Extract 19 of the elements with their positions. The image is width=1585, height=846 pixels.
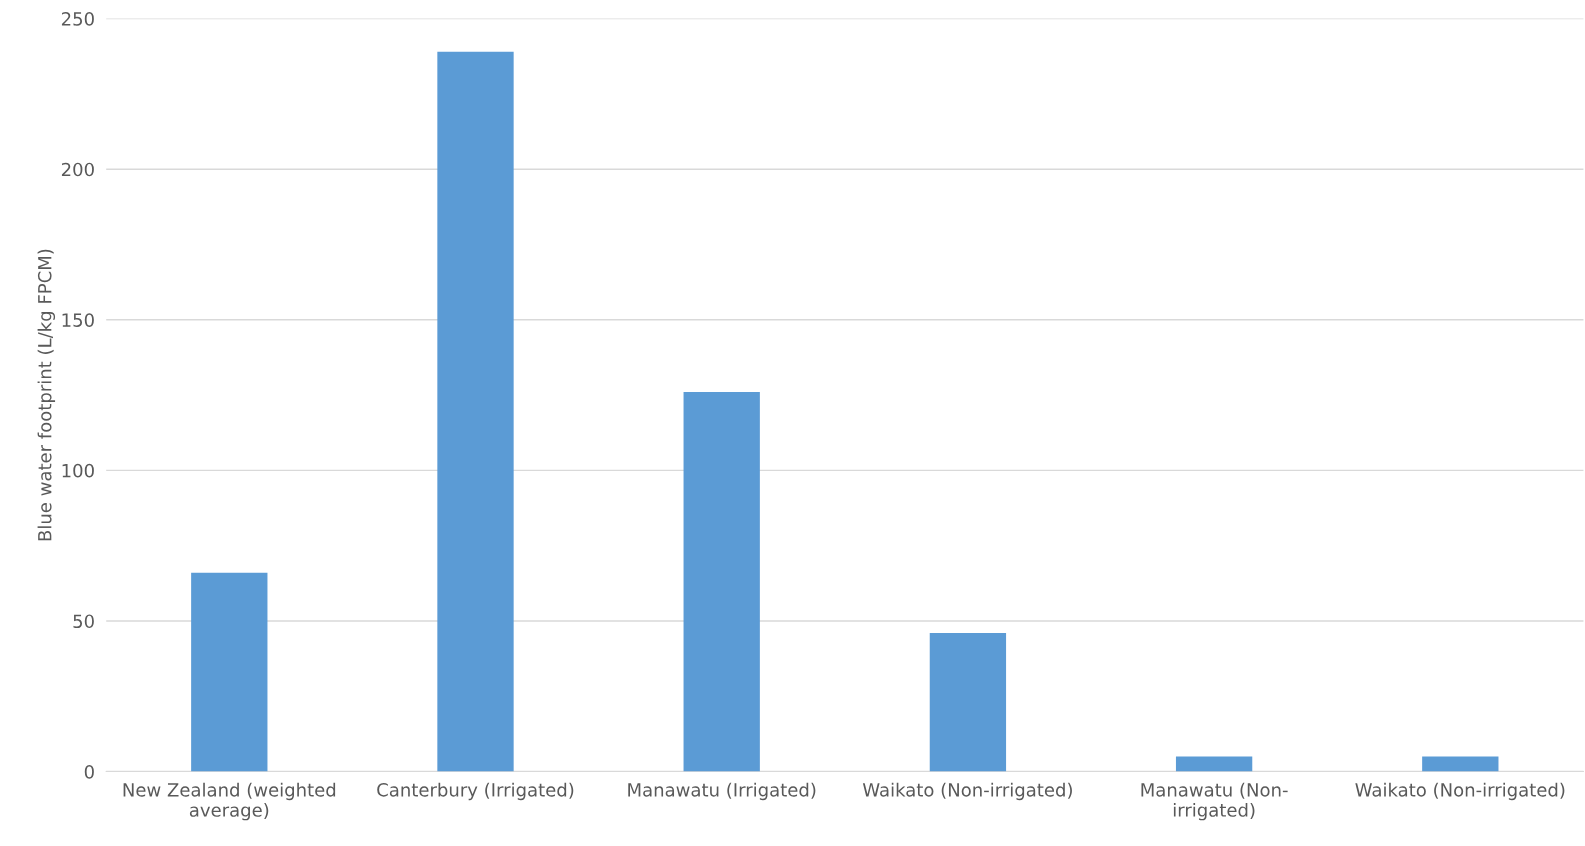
bar (683, 392, 760, 772)
x-tick-label: Waikato (Non-irrigated) (1355, 782, 1565, 801)
y-tick-label: 250 (61, 12, 94, 26)
bar (1175, 756, 1253, 772)
y-tick-label: 0 (84, 765, 94, 779)
bar (929, 633, 1007, 772)
y-tick-label: 50 (73, 614, 94, 629)
bar (1422, 756, 1499, 772)
x-tick-label: New Zealand (weighted average) (123, 782, 336, 821)
y-tick-label: 200 (61, 162, 94, 177)
x-tick-label: Manawatu (Irrigated) (628, 782, 816, 801)
y-axis-title: Blue water footprint (L/kg FPCM) (37, 249, 56, 541)
x-tick-label: Manawatu (Non-irrigated) (1141, 782, 1288, 821)
x-tick-label: Canterbury (Irrigated) (377, 782, 574, 801)
y-tick-label: 100 (62, 463, 94, 478)
bar (437, 51, 514, 772)
y-tick-label: 150 (62, 313, 94, 327)
bar (191, 572, 268, 772)
x-tick-label: Waikato (Non-irrigated) (862, 782, 1072, 801)
